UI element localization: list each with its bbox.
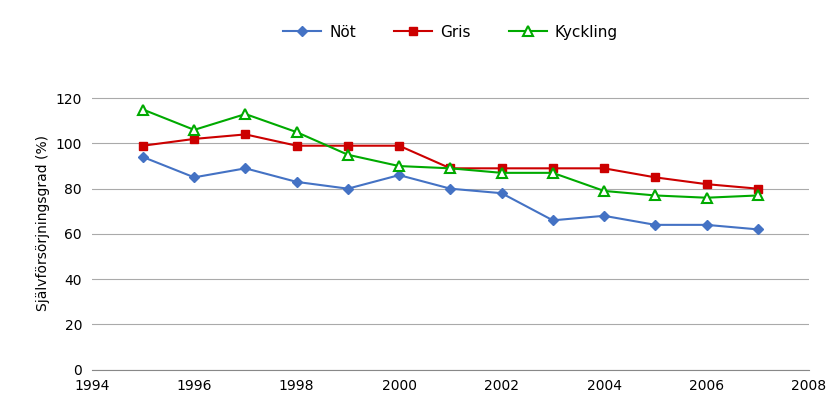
Nöt xyxy=(138,155,148,160)
Kyckling xyxy=(138,107,148,112)
Nöt xyxy=(240,166,250,171)
Nöt xyxy=(496,191,506,196)
Kyckling xyxy=(548,171,558,176)
Gris xyxy=(496,166,506,171)
Line: Nöt: Nöt xyxy=(139,154,761,233)
Kyckling xyxy=(189,127,199,132)
Nöt xyxy=(753,227,763,232)
Gris xyxy=(189,136,199,142)
Nöt xyxy=(394,173,404,178)
Nöt xyxy=(343,186,353,191)
Legend: Nöt, Gris, Kyckling: Nöt, Gris, Kyckling xyxy=(277,18,624,46)
Kyckling xyxy=(701,195,711,200)
Gris xyxy=(753,186,763,191)
Kyckling xyxy=(445,166,455,171)
Kyckling xyxy=(240,112,250,117)
Gris xyxy=(394,143,404,148)
Nöt xyxy=(651,222,661,227)
Kyckling xyxy=(599,189,609,194)
Kyckling xyxy=(753,193,763,198)
Y-axis label: Självförsörjningsgrad (%): Självförsörjningsgrad (%) xyxy=(36,134,50,311)
Kyckling xyxy=(343,152,353,157)
Kyckling xyxy=(292,130,302,135)
Kyckling xyxy=(496,171,506,176)
Kyckling xyxy=(651,193,661,198)
Nöt xyxy=(189,175,199,180)
Line: Gris: Gris xyxy=(138,130,762,193)
Gris xyxy=(599,166,609,171)
Nöt xyxy=(445,186,455,191)
Nöt xyxy=(292,179,302,184)
Gris xyxy=(292,143,302,148)
Gris xyxy=(651,175,661,180)
Nöt xyxy=(701,222,711,227)
Line: Kyckling: Kyckling xyxy=(138,105,762,202)
Nöt xyxy=(599,213,609,218)
Gris xyxy=(701,181,711,186)
Gris xyxy=(445,166,455,171)
Gris xyxy=(240,132,250,137)
Nöt xyxy=(548,218,558,223)
Gris xyxy=(343,143,353,148)
Gris xyxy=(138,143,148,148)
Kyckling xyxy=(394,163,404,168)
Gris xyxy=(548,166,558,171)
